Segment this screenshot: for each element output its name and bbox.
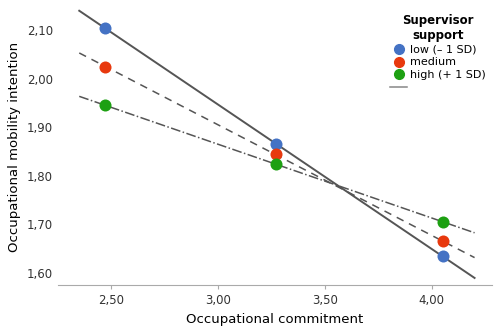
X-axis label: Occupational commitment: Occupational commitment [186, 313, 364, 326]
Point [272, 142, 280, 147]
Point [438, 253, 446, 259]
Y-axis label: Occupational mobility intention: Occupational mobility intention [8, 42, 22, 252]
Point [272, 151, 280, 157]
Point [438, 219, 446, 225]
Point [101, 64, 109, 69]
Point [101, 103, 109, 108]
Point [101, 25, 109, 30]
Legend: low (– 1 SD), medium, high (+ 1 SD), : low (– 1 SD), medium, high (+ 1 SD), [390, 14, 486, 93]
Point [438, 239, 446, 244]
Point [272, 161, 280, 166]
